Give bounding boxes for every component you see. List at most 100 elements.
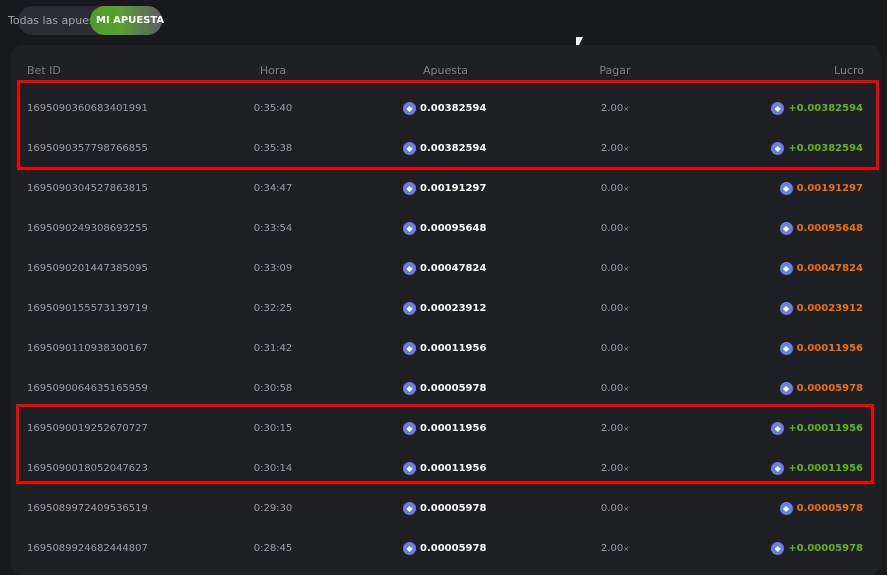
tab-all-bets[interactable]: Todas las apuestas bbox=[8, 14, 108, 27]
multiplier-suffix: × bbox=[623, 424, 630, 433]
bet-amount: ◆ 0.00011956 bbox=[403, 461, 487, 475]
bet-amount-value: 0.00382594 bbox=[420, 142, 487, 154]
table-row[interactable]: 1695090110938300167 0:31:42 ◆ 0.00011956 … bbox=[11, 328, 881, 368]
table-header: Bet ID Hora Apuesta Pagar Lucro bbox=[11, 60, 881, 80]
bet-id: 1695089972409536519 bbox=[27, 502, 148, 514]
multiplier-suffix: × bbox=[623, 184, 630, 193]
bet-filter-toggle[interactable]: Todas las apuestas MI APUESTA bbox=[8, 6, 164, 35]
bet-time: 0:35:40 bbox=[253, 102, 293, 114]
ethereum-icon: ◆ bbox=[403, 541, 416, 555]
payout: 0.00× bbox=[585, 263, 645, 274]
multiplier-suffix: × bbox=[623, 104, 630, 113]
bet-amount: ◆ 0.00005978 bbox=[403, 541, 487, 555]
bet-time: 0:29:30 bbox=[253, 502, 293, 514]
table-row[interactable]: 1695090304527863815 0:34:47 ◆ 0.00191297 … bbox=[11, 168, 881, 208]
ethereum-icon: ◆ bbox=[779, 341, 793, 355]
profit: ◆ 0.00095648 bbox=[779, 221, 863, 235]
payout-value: 2.00 bbox=[600, 102, 624, 114]
bet-amount-value: 0.00095648 bbox=[420, 222, 487, 234]
bet-amount-value: 0.00011956 bbox=[420, 462, 487, 474]
payout-value: 0.00 bbox=[600, 382, 624, 394]
bet-amount: ◆ 0.00005978 bbox=[403, 501, 487, 515]
payout-value: 0.00 bbox=[600, 262, 624, 274]
ethereum-icon: ◆ bbox=[779, 181, 793, 195]
profit: ◆ 0.00005978 bbox=[779, 501, 863, 515]
table-row[interactable]: 1695090357798766855 0:35:38 ◆ 0.00382594 … bbox=[11, 128, 881, 168]
bet-time: 0:34:47 bbox=[253, 182, 293, 194]
ethereum-icon: ◆ bbox=[771, 421, 785, 435]
payout: 0.00× bbox=[585, 183, 645, 194]
bet-time: 0:33:54 bbox=[253, 222, 293, 234]
payout: 0.00× bbox=[585, 223, 645, 234]
bet-id: 1695089924682444807 bbox=[27, 542, 148, 554]
tab-my-bets[interactable]: MI APUESTA bbox=[90, 6, 164, 35]
table-row[interactable]: 1695090155573139719 0:32:25 ◆ 0.00023912 … bbox=[11, 288, 881, 328]
ethereum-icon: ◆ bbox=[771, 101, 785, 115]
table-row[interactable]: 1695089972409536519 0:29:30 ◆ 0.00005978 … bbox=[11, 488, 881, 528]
table-row[interactable]: 1695090201447385095 0:33:09 ◆ 0.00047824 … bbox=[11, 248, 881, 288]
bet-id: 1695090249308693255 bbox=[27, 222, 148, 234]
bet-time: 0:33:09 bbox=[253, 262, 293, 274]
profit: ◆ +0.00382594 bbox=[771, 141, 863, 155]
bet-amount: ◆ 0.00191297 bbox=[403, 181, 487, 195]
payout: 0.00× bbox=[585, 503, 645, 514]
table-row[interactable]: 1695090360683401991 0:35:40 ◆ 0.00382594 … bbox=[11, 88, 881, 128]
multiplier-suffix: × bbox=[623, 144, 630, 153]
bet-amount-value: 0.00005978 bbox=[420, 542, 487, 554]
multiplier-suffix: × bbox=[623, 464, 630, 473]
bet-amount-value: 0.00023912 bbox=[420, 302, 487, 314]
bet-amount-value: 0.00191297 bbox=[420, 182, 487, 194]
bet-id: 1695090018052047623 bbox=[27, 462, 148, 474]
ethereum-icon: ◆ bbox=[403, 421, 416, 435]
profit-value: +0.00011956 bbox=[788, 462, 863, 474]
profit: ◆ 0.00011956 bbox=[779, 341, 863, 355]
bet-time: 0:35:38 bbox=[253, 142, 293, 154]
profit: ◆ 0.00047824 bbox=[779, 261, 863, 275]
table-row[interactable]: 1695089924682444807 0:28:45 ◆ 0.00005978 … bbox=[11, 528, 881, 568]
ethereum-icon: ◆ bbox=[403, 501, 416, 515]
ethereum-icon: ◆ bbox=[403, 261, 416, 275]
ethereum-icon: ◆ bbox=[403, 221, 416, 235]
ethereum-icon: ◆ bbox=[771, 141, 785, 155]
profit: ◆ +0.00005978 bbox=[771, 541, 863, 555]
ethereum-icon: ◆ bbox=[403, 301, 416, 315]
payout: 2.00× bbox=[585, 103, 645, 114]
bet-amount: ◆ 0.00011956 bbox=[403, 341, 486, 355]
profit-value: 0.00023912 bbox=[796, 302, 863, 314]
bet-id: 1695090201447385095 bbox=[27, 262, 148, 274]
bet-amount-value: 0.00005978 bbox=[420, 502, 487, 514]
header-bet: Apuesta bbox=[423, 63, 469, 77]
payout: 0.00× bbox=[585, 383, 645, 394]
payout-value: 0.00 bbox=[600, 502, 624, 514]
ethereum-icon: ◆ bbox=[403, 381, 416, 395]
table-row[interactable]: 1695090019252670727 0:30:15 ◆ 0.00011956 … bbox=[11, 408, 881, 448]
mouse-cursor-icon bbox=[576, 37, 583, 51]
ethereum-icon: ◆ bbox=[403, 461, 416, 475]
ethereum-icon: ◆ bbox=[403, 101, 416, 115]
bet-id: 1695090357798766855 bbox=[27, 142, 148, 154]
payout: 0.00× bbox=[585, 343, 645, 354]
payout-value: 0.00 bbox=[600, 302, 624, 314]
profit: ◆ +0.00382594 bbox=[771, 101, 863, 115]
table-row[interactable]: 1695090018052047623 0:30:14 ◆ 0.00011956 … bbox=[11, 448, 881, 488]
bet-id: 1695090360683401991 bbox=[27, 102, 148, 114]
payout: 2.00× bbox=[585, 543, 645, 554]
ethereum-icon: ◆ bbox=[779, 301, 793, 315]
bet-amount-value: 0.00047824 bbox=[420, 262, 487, 274]
multiplier-suffix: × bbox=[623, 544, 630, 553]
profit-value: 0.00005978 bbox=[796, 382, 863, 394]
table-row[interactable]: 1695090064635165959 0:30:58 ◆ 0.00005978 … bbox=[11, 368, 881, 408]
payout: 2.00× bbox=[585, 463, 645, 474]
ethereum-icon: ◆ bbox=[779, 501, 793, 515]
header-bet-id: Bet ID bbox=[27, 63, 61, 77]
bet-id: 1695090064635165959 bbox=[27, 382, 148, 394]
payout-value: 2.00 bbox=[600, 542, 624, 554]
bet-amount-value: 0.00011956 bbox=[420, 422, 487, 434]
table-row[interactable]: 1695090249308693255 0:33:54 ◆ 0.00095648 … bbox=[11, 208, 881, 248]
profit-value: 0.00011956 bbox=[796, 342, 863, 354]
ethereum-icon: ◆ bbox=[403, 341, 416, 355]
bet-amount-value: 0.00382594 bbox=[420, 102, 487, 114]
multiplier-suffix: × bbox=[623, 384, 630, 393]
bet-id: 1695090304527863815 bbox=[27, 182, 148, 194]
profit: ◆ +0.00011956 bbox=[771, 421, 863, 435]
